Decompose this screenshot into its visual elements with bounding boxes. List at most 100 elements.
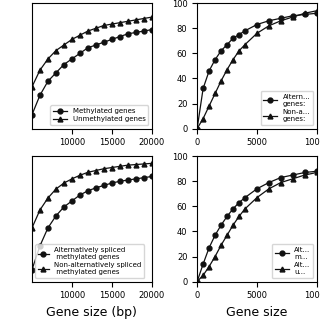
Non-alternatively spliced
 methylated genes <box>54 187 58 191</box>
Alt...
u... <box>315 171 319 174</box>
Alternatively spliced
 methylated genes <box>30 268 34 272</box>
Alternatively spliced
 methylated genes <box>46 226 50 230</box>
Non-a...
genes: <box>237 49 241 53</box>
Unmethylated genes <box>38 68 42 72</box>
Altern...
genes: <box>219 49 223 53</box>
Alternatively spliced
 methylated genes <box>54 214 58 218</box>
Alt...
m... <box>243 196 247 199</box>
Alt...
m... <box>225 214 229 218</box>
Legend: Alternatively spliced
 methylated genes, Non-alternatively spliced
 methylated g: Alternatively spliced methylated genes, … <box>36 244 144 278</box>
X-axis label: Gene size: Gene size <box>226 306 288 319</box>
Alt...
m... <box>213 233 217 237</box>
Non-a...
genes: <box>291 15 295 19</box>
Methylated genes <box>86 46 90 50</box>
Altern...
genes: <box>315 11 319 15</box>
Alt...
u... <box>231 223 235 227</box>
Alternatively spliced
 methylated genes <box>150 175 154 179</box>
Non-a...
genes: <box>267 24 271 28</box>
Non-a...
genes: <box>195 127 199 131</box>
Unmethylated genes <box>46 57 50 61</box>
Unmethylated genes <box>118 21 122 25</box>
Alternatively spliced
 methylated genes <box>86 189 90 193</box>
Alt...
u... <box>195 280 199 284</box>
Non-a...
genes: <box>303 11 307 15</box>
Non-a...
genes: <box>219 79 223 83</box>
Line: Alt...
m...: Alt... m... <box>195 169 319 284</box>
Methylated genes <box>46 79 50 83</box>
Line: Unmethylated genes: Unmethylated genes <box>29 15 154 89</box>
Non-alternatively spliced
 methylated genes <box>70 177 74 181</box>
Unmethylated genes <box>94 26 98 30</box>
Alternatively spliced
 methylated genes <box>110 181 114 185</box>
Altern...
genes: <box>267 19 271 23</box>
Methylated genes <box>126 32 130 36</box>
Alt...
m... <box>279 176 283 180</box>
Alt...
u... <box>255 196 259 199</box>
Altern...
genes: <box>255 23 259 27</box>
Alternatively spliced
 methylated genes <box>134 177 138 181</box>
Legend: Alt...
m..., Alt...
u...: Alt... m..., Alt... u... <box>272 244 313 278</box>
Alternatively spliced
 methylated genes <box>78 193 82 197</box>
Alternatively spliced
 methylated genes <box>126 178 130 182</box>
Alternatively spliced
 methylated genes <box>102 184 106 188</box>
Altern...
genes: <box>303 12 307 16</box>
Methylated genes <box>62 63 66 67</box>
Legend: Altern...
genes:, Non-a...
genes:: Altern... genes:, Non-a... genes: <box>260 91 313 125</box>
Methylated genes <box>150 28 154 32</box>
Unmethylated genes <box>102 24 106 28</box>
Alt...
u... <box>213 255 217 259</box>
Non-alternatively spliced
 methylated genes <box>134 163 138 166</box>
Unmethylated genes <box>70 37 74 41</box>
Non-a...
genes: <box>213 92 217 95</box>
Non-a...
genes: <box>279 19 283 23</box>
Methylated genes <box>78 52 82 55</box>
Unmethylated genes <box>110 22 114 26</box>
Alternatively spliced
 methylated genes <box>38 244 42 248</box>
Non-alternatively spliced
 methylated genes <box>102 167 106 171</box>
Altern...
genes: <box>195 127 199 131</box>
Alternatively spliced
 methylated genes <box>142 176 146 180</box>
Methylated genes <box>118 35 122 39</box>
Alt...
u... <box>303 173 307 177</box>
Non-alternatively spliced
 methylated genes <box>30 226 34 230</box>
Alt...
m... <box>195 280 199 284</box>
Alt...
u... <box>225 233 229 237</box>
Non-a...
genes: <box>231 58 235 61</box>
Alternatively spliced
 methylated genes <box>94 186 98 190</box>
Non-alternatively spliced
 methylated genes <box>150 162 154 165</box>
Alt...
m... <box>303 171 307 174</box>
Unmethylated genes <box>78 33 82 37</box>
Non-alternatively spliced
 methylated genes <box>46 196 50 200</box>
Non-alternatively spliced
 methylated genes <box>86 170 90 174</box>
Alt...
u... <box>279 180 283 184</box>
Alt...
u... <box>219 243 223 247</box>
Alt...
m... <box>315 169 319 173</box>
Alt...
u... <box>267 187 271 191</box>
Alt...
m... <box>207 246 211 250</box>
Alternatively spliced
 methylated genes <box>118 179 122 183</box>
Alt...
m... <box>237 201 241 204</box>
Alt...
m... <box>255 187 259 191</box>
Line: Non-alternatively spliced
 methylated genes: Non-alternatively spliced methylated gen… <box>29 161 154 230</box>
X-axis label: Gene size (bp): Gene size (bp) <box>46 306 137 319</box>
Alternatively spliced
 methylated genes <box>70 199 74 203</box>
Methylated genes <box>54 71 58 75</box>
Altern...
genes: <box>213 58 217 61</box>
Alt...
m... <box>267 180 271 184</box>
Alt...
m... <box>231 207 235 211</box>
Non-alternatively spliced
 methylated genes <box>126 163 130 167</box>
Alt...
u... <box>237 214 241 218</box>
Unmethylated genes <box>134 18 138 22</box>
Alt...
u... <box>201 273 205 277</box>
Alt...
u... <box>243 207 247 211</box>
Methylated genes <box>134 30 138 34</box>
Unmethylated genes <box>62 43 66 47</box>
Alt...
m... <box>291 173 295 177</box>
Methylated genes <box>102 40 106 44</box>
Unmethylated genes <box>54 49 58 52</box>
Non-a...
genes: <box>225 68 229 72</box>
Non-alternatively spliced
 methylated genes <box>142 162 146 166</box>
Methylated genes <box>110 37 114 41</box>
Unmethylated genes <box>86 29 90 33</box>
Altern...
genes: <box>243 29 247 33</box>
